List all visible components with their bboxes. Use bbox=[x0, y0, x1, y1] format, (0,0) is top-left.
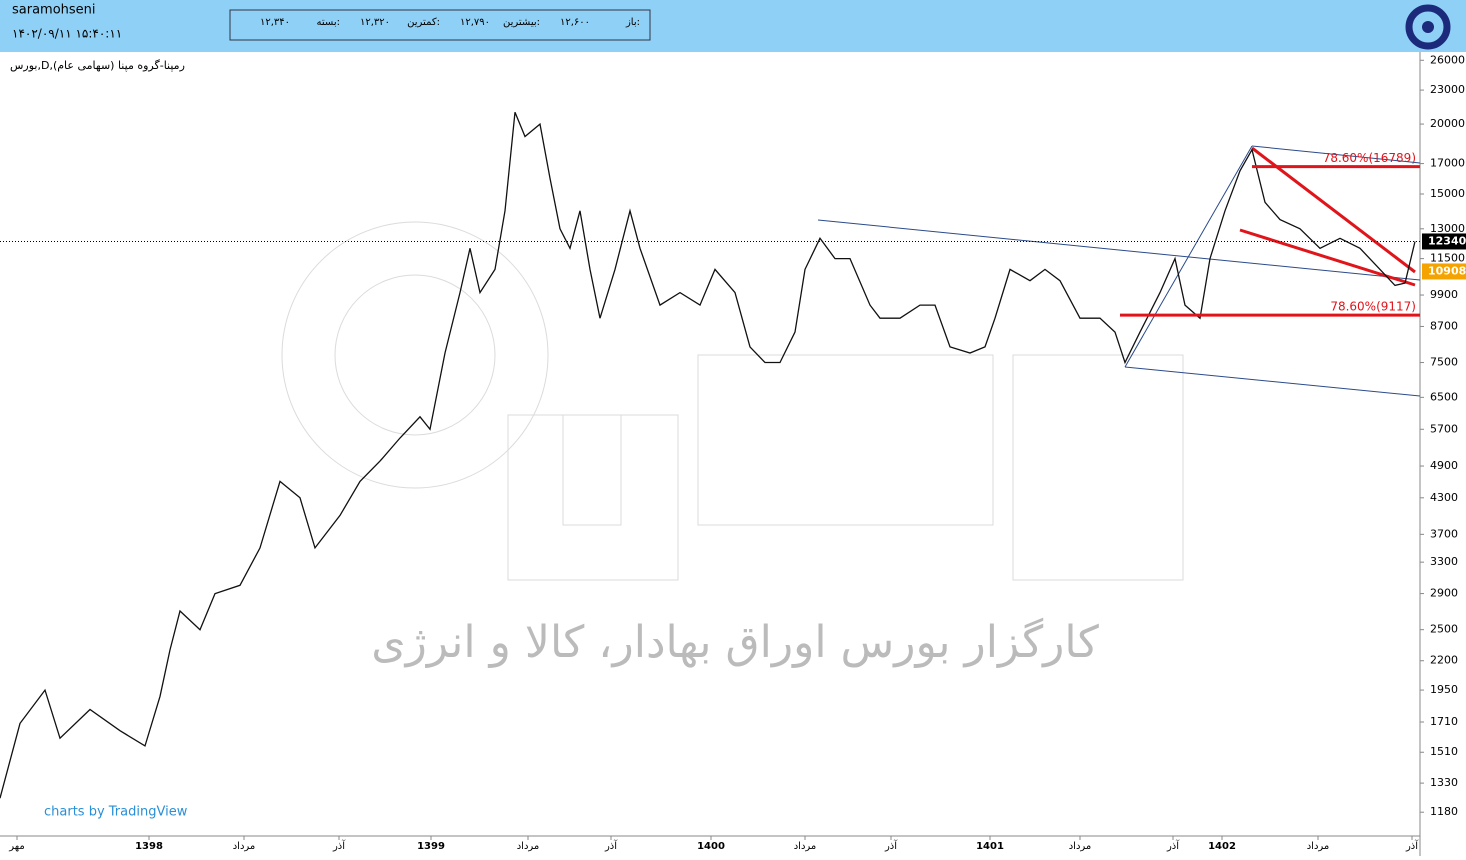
logo bbox=[1405, 4, 1451, 50]
user-name: saramohseni bbox=[12, 3, 96, 18]
fib-label: 78.60%(9117) bbox=[1330, 300, 1416, 314]
y-tick-label: 1510 bbox=[1430, 745, 1458, 758]
watermark-text: کارگزار بورس اوراق بهادار، کالا و انرژی bbox=[371, 617, 1099, 668]
price-tag-label: 10908 bbox=[1428, 264, 1466, 277]
y-tick-label: 4900 bbox=[1430, 459, 1458, 472]
header-bar bbox=[0, 0, 1466, 52]
y-tick-label: 4300 bbox=[1430, 491, 1458, 504]
x-tick-label: مرداد bbox=[1069, 841, 1092, 852]
watermark-logo bbox=[281, 221, 1184, 581]
y-tick-label: 2500 bbox=[1430, 623, 1458, 636]
quote-box bbox=[229, 9, 651, 41]
x-tick-label: مهر bbox=[8, 841, 24, 852]
x-tick-label: مرداد bbox=[1307, 841, 1330, 852]
quote-label: باز: bbox=[625, 17, 640, 28]
price-line bbox=[0, 111, 1416, 799]
y-tick-label: 7500 bbox=[1430, 356, 1458, 369]
y-tick-label: 13000 bbox=[1430, 222, 1465, 235]
quote-value: ۱۲,۶۰۰ bbox=[560, 17, 590, 28]
y-tick-label: 20000 bbox=[1430, 117, 1465, 130]
price-tag bbox=[1422, 263, 1466, 280]
x-tick-label: 1400 bbox=[697, 841, 725, 852]
y-tick-label: 3700 bbox=[1430, 527, 1458, 540]
quote-label: کمترین: bbox=[407, 17, 440, 28]
y-tick-label: 2900 bbox=[1430, 587, 1458, 600]
y-tick-label: 1950 bbox=[1430, 683, 1458, 696]
x-tick-label: مرداد bbox=[794, 841, 817, 852]
y-tick-label: 2200 bbox=[1430, 654, 1458, 667]
y-tick-label: 26000 bbox=[1430, 53, 1465, 66]
datetime: ۱۴۰۲/۰۹/۱۱ ۱۵:۴۰:۱۱ bbox=[12, 27, 122, 41]
x-tick-label: آذر bbox=[604, 839, 618, 852]
x-tick-label: آذر bbox=[1405, 839, 1419, 852]
x-tick-label: مرداد bbox=[233, 841, 256, 852]
x-tick-label: 1402 bbox=[1208, 841, 1236, 852]
x-tick-label: آذر bbox=[1166, 839, 1180, 852]
quote-value: ۱۲,۷۹۰ bbox=[460, 17, 490, 28]
y-tick-label: 11500 bbox=[1430, 252, 1465, 265]
y-tick-label: 17000 bbox=[1430, 157, 1465, 170]
y-tick-label: 15000 bbox=[1430, 187, 1465, 200]
y-tick-label: 1180 bbox=[1430, 805, 1458, 818]
y-tick-label: 1710 bbox=[1430, 715, 1458, 728]
fib-label: 78.60%(16789) bbox=[1323, 151, 1416, 165]
y-tick-label: 6500 bbox=[1430, 390, 1458, 403]
x-tick-label: 1399 bbox=[417, 841, 445, 852]
quote-label: بسته: bbox=[317, 17, 340, 28]
price-tag bbox=[1422, 233, 1466, 250]
trend-channel bbox=[817, 145, 1421, 397]
y-tick-label: 23000 bbox=[1430, 83, 1465, 96]
x-tick-label: آذر bbox=[884, 839, 898, 852]
price-tag-label: 12340 bbox=[1428, 234, 1466, 247]
quote-value: ۱۲,۳۲۰ bbox=[360, 17, 390, 28]
x-tick-label: مرداد bbox=[517, 841, 540, 852]
x-tick-label: 1398 bbox=[135, 841, 163, 852]
quote-value: ۱۲,۳۴۰ bbox=[260, 17, 290, 28]
x-tick-label: 1401 bbox=[976, 841, 1004, 852]
y-tick-label: 9900 bbox=[1430, 288, 1458, 301]
y-tick-label: 3300 bbox=[1430, 555, 1458, 568]
symbol-title: بورس,D,(رمپنا-گروه مپنا (سهامی عام bbox=[10, 59, 185, 72]
y-tick-label: 1330 bbox=[1430, 776, 1458, 789]
y-tick-label: 8700 bbox=[1430, 319, 1458, 332]
x-tick-label: آذر bbox=[332, 839, 346, 852]
credit: charts by TradingView bbox=[44, 805, 188, 820]
quote-label: بیشترین: bbox=[503, 17, 540, 28]
y-tick-label: 5700 bbox=[1430, 422, 1458, 435]
